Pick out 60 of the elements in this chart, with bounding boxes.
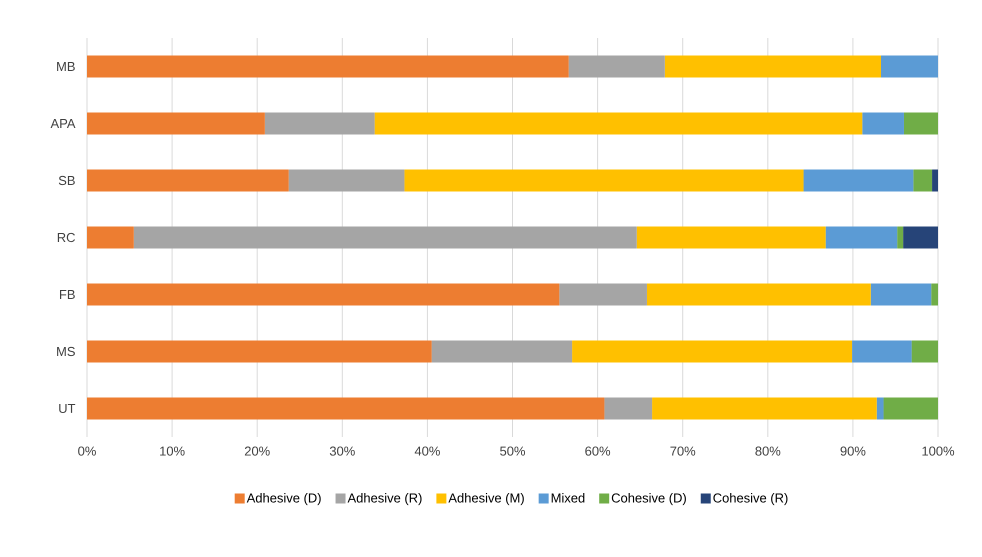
bar bbox=[87, 170, 289, 192]
bar bbox=[134, 226, 637, 248]
bar bbox=[912, 340, 938, 362]
bar bbox=[604, 398, 652, 420]
bar bbox=[87, 340, 432, 362]
bar bbox=[932, 170, 938, 192]
x-tick-label: 100% bbox=[922, 446, 954, 456]
x-tick-label: 10% bbox=[160, 446, 185, 456]
x-tick-label: 70% bbox=[670, 446, 696, 456]
x-tick-label: 80% bbox=[755, 446, 780, 456]
bar bbox=[646, 284, 871, 306]
x-tick-label: 50% bbox=[500, 446, 526, 456]
x-tick-label: 90% bbox=[840, 446, 866, 456]
bar bbox=[374, 112, 862, 134]
bar bbox=[852, 340, 912, 362]
bar bbox=[87, 56, 569, 78]
bar bbox=[87, 112, 265, 134]
bar bbox=[862, 112, 904, 134]
bar bbox=[432, 340, 572, 362]
bar bbox=[572, 340, 852, 362]
legend-label: Adhesive (M) bbox=[448, 493, 524, 506]
bar bbox=[804, 170, 914, 192]
bar bbox=[652, 398, 877, 420]
y-tick-label: RC bbox=[58, 232, 75, 242]
bar bbox=[664, 56, 881, 78]
legend-label: Cohesive (D) bbox=[612, 493, 686, 506]
x-tick-label: 60% bbox=[585, 446, 610, 456]
bar bbox=[264, 112, 375, 134]
bar bbox=[870, 284, 932, 306]
bar bbox=[826, 226, 898, 248]
bar bbox=[568, 56, 665, 78]
y-tick-label: UT bbox=[59, 404, 76, 414]
bar bbox=[87, 226, 134, 248]
bar bbox=[880, 56, 938, 78]
bar bbox=[87, 398, 604, 420]
bar bbox=[559, 284, 647, 306]
bar bbox=[636, 226, 826, 248]
x-tick-label: 0% bbox=[78, 446, 96, 456]
bar bbox=[404, 170, 804, 192]
bar bbox=[904, 112, 938, 134]
bar bbox=[884, 398, 938, 420]
bar bbox=[288, 170, 404, 192]
y-tick-label: MS bbox=[57, 346, 75, 356]
y-tick-label: APA bbox=[50, 119, 76, 128]
bar bbox=[913, 170, 932, 192]
x-tick-label: 20% bbox=[244, 446, 270, 456]
bar bbox=[87, 284, 560, 306]
bar bbox=[876, 398, 884, 420]
legend-label: Cohesive (R) bbox=[713, 493, 788, 506]
legend-label: Adhesive (R) bbox=[348, 493, 422, 506]
bar bbox=[903, 226, 938, 248]
y-tick-label: FB bbox=[60, 290, 75, 299]
bar bbox=[897, 226, 904, 248]
bar bbox=[931, 284, 938, 306]
x-tick-label: 30% bbox=[330, 446, 355, 456]
y-tick-label: SB bbox=[58, 176, 75, 186]
y-tick-label: MB bbox=[57, 62, 75, 71]
legend-label: Adhesive (D) bbox=[246, 493, 321, 506]
legend-label: Mixed bbox=[552, 493, 584, 503]
x-tick-label: 40% bbox=[414, 446, 440, 456]
